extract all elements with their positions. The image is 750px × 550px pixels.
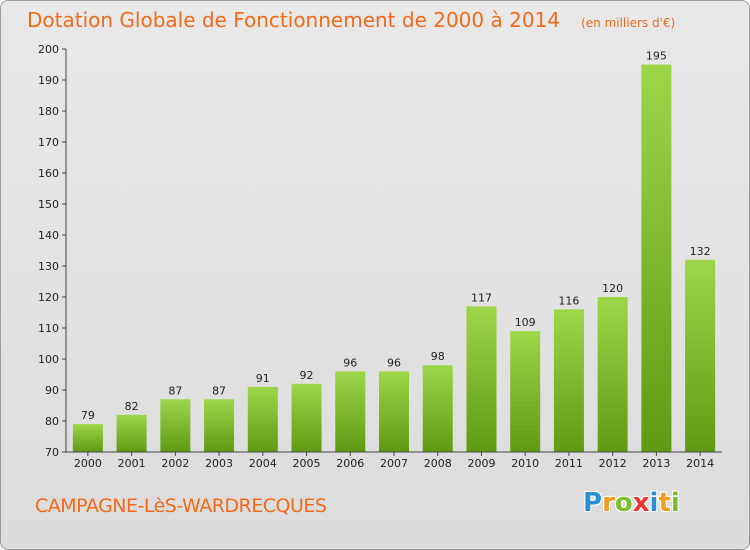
value-label-2001: 82 [125, 400, 139, 413]
value-label-2005: 92 [300, 369, 314, 382]
x-tick-label-2012: 2012 [599, 457, 627, 470]
logo-letter: i [670, 488, 680, 518]
y-tick-label: 170 [38, 136, 59, 149]
commune-name: CAMPAGNE-LèS-WARDRECQUES [35, 495, 327, 517]
y-tick-label: 80 [45, 415, 59, 428]
y-axis: 70 80 90 100 110 120 130 140 150 160 170 180 190 200 [38, 43, 67, 459]
x-tick-label-2010: 2010 [511, 457, 539, 470]
y-tick-label: 110 [38, 322, 59, 335]
unit-note: (en milliers d'€) [581, 16, 676, 30]
value-label-2008: 98 [431, 350, 445, 363]
y-tick-label: 140 [38, 229, 59, 242]
bars: 79 82 87 87 91 92 96 96 98 117 109 116 120 195 132 [72, 50, 716, 452]
y-tick-label: 160 [38, 167, 59, 180]
logo-letter: r [602, 488, 615, 518]
value-label-2003: 87 [212, 384, 226, 397]
logo-letter: P [583, 488, 603, 518]
value-label-2007: 96 [387, 356, 401, 369]
y-tick-label: 120 [38, 291, 59, 304]
bar-2013 [641, 64, 672, 452]
x-tick-label-2011: 2011 [555, 457, 583, 470]
bar-2007 [379, 371, 409, 452]
x-tick-label-2003: 2003 [205, 457, 233, 470]
x-tick-label-2008: 2008 [424, 457, 452, 470]
y-tick-label: 150 [38, 198, 59, 211]
y-tick-label: 200 [38, 43, 59, 56]
bar-2005 [291, 383, 322, 452]
value-label-2004: 91 [256, 372, 270, 385]
y-tick-label: 100 [38, 353, 59, 366]
x-tick-label-2002: 2002 [161, 457, 189, 470]
bar-2010 [510, 331, 541, 452]
value-label-2010: 109 [515, 316, 536, 329]
x-tick-label-2013: 2013 [642, 457, 670, 470]
x-tick-label-2005: 2005 [293, 457, 321, 470]
y-tick-label: 90 [45, 384, 59, 397]
bar-2000 [72, 424, 103, 452]
x-tick-label-2006: 2006 [336, 457, 364, 470]
x-tick-label-2000: 2000 [74, 457, 102, 470]
x-tick-label-2014: 2014 [686, 457, 714, 470]
bar-2002 [160, 399, 191, 452]
value-label-2011: 116 [558, 294, 579, 307]
y-tick-label: 190 [38, 74, 59, 87]
logo-letter: i [649, 488, 659, 518]
bar-2011 [553, 309, 584, 452]
y-tick-label: 130 [38, 260, 59, 273]
chart-title: Dotation Globale de Fonctionnement de 20… [27, 8, 560, 32]
proxiti-logo: Proxiti [583, 488, 680, 518]
x-axis: 2000 2001 2002 2003 2004 2005 2006 2007 2008 2009… [66, 451, 722, 470]
x-tick-label-2004: 2004 [249, 457, 277, 470]
bar-2014 [685, 259, 716, 452]
value-label-2009: 117 [471, 291, 492, 304]
value-label-2006: 96 [343, 356, 357, 369]
value-label-2000: 79 [81, 409, 95, 422]
bar-2001 [116, 414, 147, 452]
bar-2012 [597, 297, 628, 452]
bar-2009 [466, 306, 497, 452]
chart-title-block: Dotation Globale de Fonctionnement de 20… [27, 8, 675, 32]
value-label-2012: 120 [602, 282, 623, 295]
value-label-2002: 87 [168, 384, 182, 397]
y-tick-label: 70 [45, 446, 59, 459]
bar-2004 [247, 386, 278, 452]
logo-letter: x [632, 488, 650, 518]
value-label-2013: 195 [646, 50, 667, 63]
bar-2006 [335, 371, 366, 452]
x-tick-label-2001: 2001 [118, 457, 146, 470]
logo-letter: o [614, 488, 633, 518]
bar-2008 [422, 365, 453, 452]
bar-2003 [204, 399, 235, 452]
x-tick-label-2007: 2007 [380, 457, 408, 470]
logo-letter: t [658, 488, 671, 518]
x-tick-label-2009: 2009 [467, 457, 495, 470]
value-label-2014: 132 [690, 245, 711, 258]
y-tick-label: 180 [38, 105, 59, 118]
